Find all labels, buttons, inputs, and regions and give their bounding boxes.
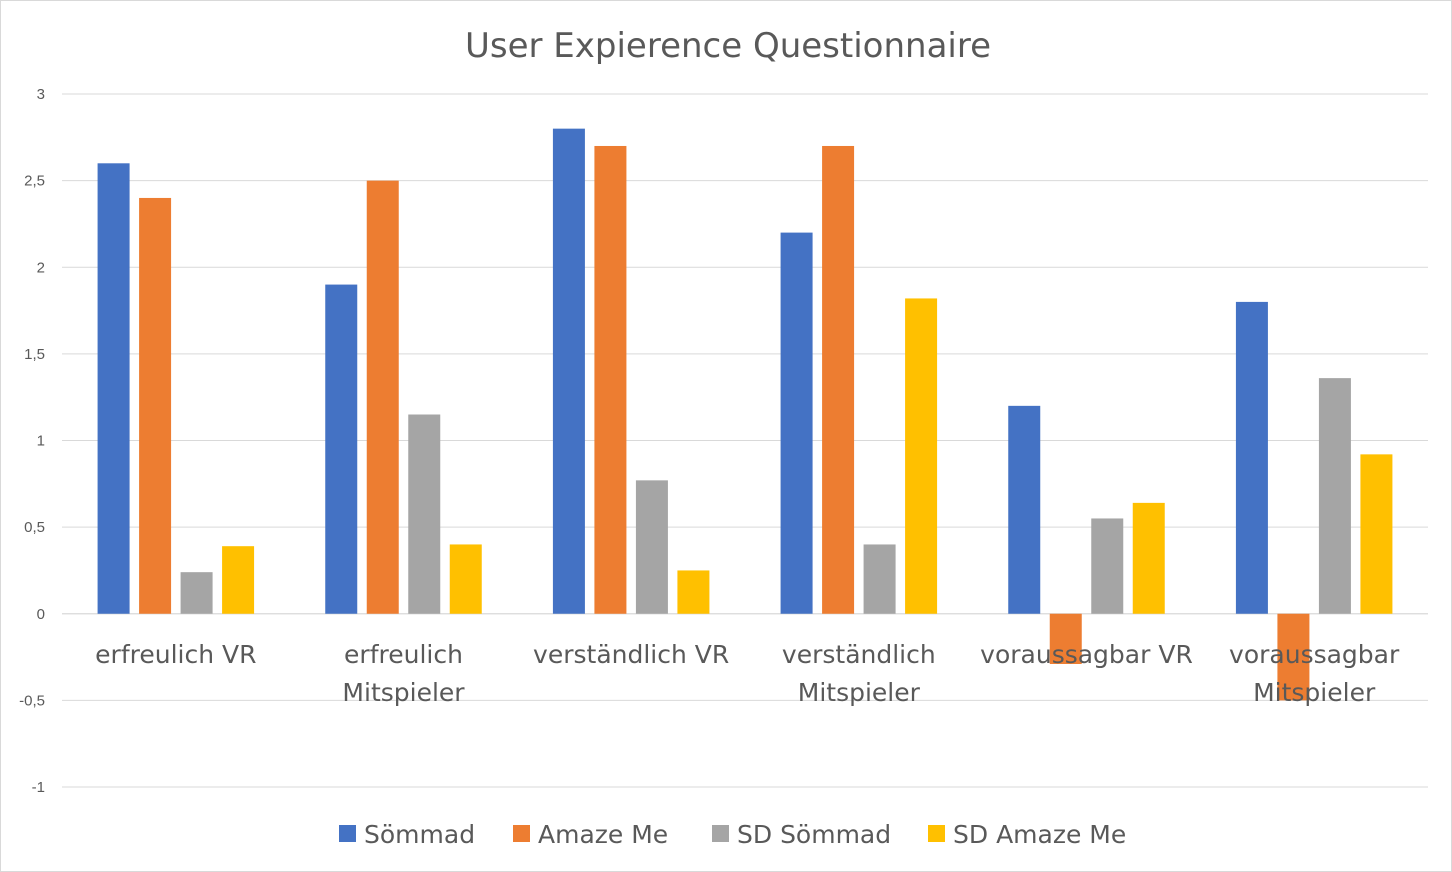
y-tick-label: 3 [37, 86, 45, 103]
bar [449, 544, 482, 614]
legend-swatch [513, 825, 530, 842]
y-tick-label: 0 [37, 606, 45, 623]
category-label: Mitspieler [798, 678, 921, 707]
bar [780, 232, 813, 614]
bar [408, 414, 441, 614]
category-label: Mitspieler [342, 678, 465, 707]
gridlines [62, 93, 1428, 788]
y-tick-label: 2,5 [24, 173, 45, 190]
chart-title: User Expierence Questionnaire [465, 26, 991, 66]
category-label: verständlich VR [533, 640, 729, 669]
bar [594, 145, 627, 614]
category-label: erfreulich VR [95, 640, 256, 669]
bar [863, 544, 896, 614]
bar [1318, 378, 1351, 614]
legend-label: SD Sömmad [737, 820, 891, 849]
y-tick-label: 0,5 [24, 519, 45, 536]
bar [635, 480, 668, 614]
bar [366, 180, 399, 614]
y-tick-label: 1 [37, 433, 45, 450]
bar [677, 570, 710, 614]
bar [552, 128, 585, 614]
bar [1132, 502, 1165, 614]
category-label: verständlich [782, 640, 936, 669]
bar [1049, 613, 1082, 664]
bar [1235, 301, 1268, 614]
legend: Sömmad Amaze Me SD Sömmad SD Amaze Me [339, 820, 1126, 849]
bar [1008, 405, 1041, 614]
category-label: erfreulich [344, 640, 463, 669]
legend-label: SD Amaze Me [953, 820, 1126, 849]
y-tick-label: -0,5 [19, 692, 45, 709]
bar [1360, 454, 1393, 614]
legend-swatch [712, 825, 729, 842]
bar [1091, 518, 1124, 614]
bar [180, 572, 213, 614]
legend-swatch [928, 825, 945, 842]
y-tick-label: 2 [37, 259, 45, 276]
y-axis-ticks: -1 -0,5 0 0,5 1 1,5 2 2,5 3 [19, 86, 45, 796]
category-label: voraussagbar [1229, 640, 1400, 669]
bar [325, 284, 358, 614]
bar [139, 197, 172, 614]
legend-label: Sömmad [364, 820, 475, 849]
bar [222, 546, 255, 614]
category-label: Mitspieler [1253, 678, 1376, 707]
bar [97, 163, 130, 614]
legend-swatch [339, 825, 356, 842]
x-axis-categories: erfreulich VR erfreulich Mitspieler verstän… [95, 640, 1400, 707]
category-label: voraussagbar VR [980, 640, 1193, 669]
bar [1277, 613, 1310, 701]
bars [97, 128, 1393, 701]
legend-label: Amaze Me [538, 820, 668, 849]
y-tick-label: -1 [32, 779, 45, 796]
bar [822, 145, 855, 614]
y-tick-label: 1,5 [24, 346, 45, 363]
bar [905, 298, 938, 614]
